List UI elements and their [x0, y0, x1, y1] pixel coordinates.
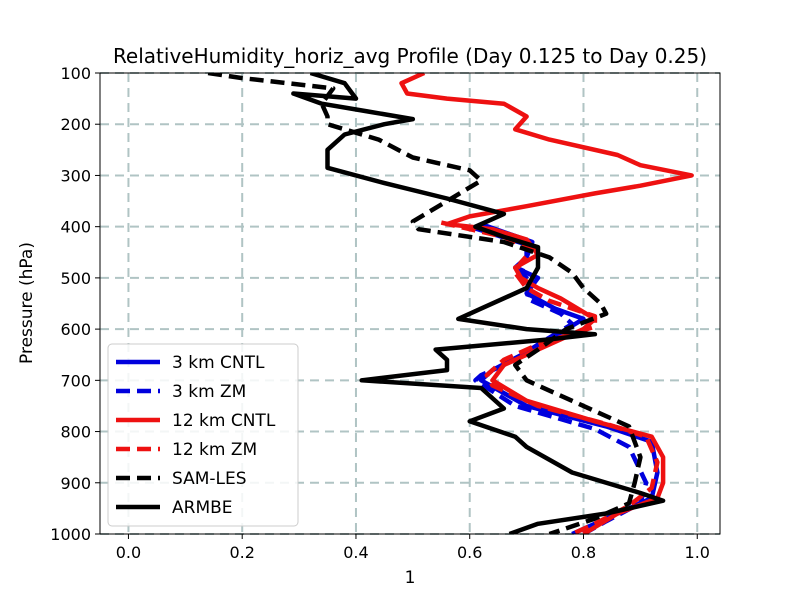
x-tick-label: 0.6	[457, 543, 482, 562]
y-tick-label: 500	[60, 269, 91, 288]
x-axis-label: 1	[405, 568, 416, 588]
y-tick-label: 1000	[50, 525, 91, 544]
series-line-5	[291, 73, 666, 534]
chart-title: RelativeHumidity_horiz_avg Profile (Day …	[113, 44, 707, 68]
y-tick-label: 600	[60, 320, 91, 339]
x-tick-label: 0.0	[116, 543, 141, 562]
y-tick-label: 300	[60, 166, 91, 185]
legend-box	[107, 343, 299, 527]
series-line-3	[440, 220, 660, 534]
legend-label: 3 km ZM	[172, 382, 246, 402]
legend-label: ARMBE	[172, 498, 233, 518]
y-tick-label: 800	[60, 423, 91, 442]
legend-label: 12 km ZM	[172, 440, 257, 460]
y-tick-label: 100	[60, 64, 91, 83]
y-tick-label: 900	[60, 474, 91, 493]
x-tick-label: 0.8	[571, 543, 596, 562]
x-tick-label: 1.0	[685, 543, 710, 562]
x-tick-label: 0.4	[343, 543, 368, 562]
y-tick-label: 200	[60, 115, 91, 134]
series-line-4	[207, 73, 643, 534]
legend-label: 3 km CNTL	[172, 353, 265, 373]
plot-frame	[99, 72, 721, 535]
y-tick-label: 700	[60, 371, 91, 390]
y-tick-label: 400	[60, 218, 91, 237]
y-axis-label: Pressure (hPa)	[17, 242, 37, 364]
legend-label: 12 km CNTL	[172, 411, 276, 431]
legend-label: SAM-LES	[172, 469, 247, 489]
x-tick-label: 0.2	[229, 543, 254, 562]
legend: 3 km CNTL 3 km ZM 12 km CNTL 12 km ZM SAM-LE…	[107, 343, 299, 527]
series-lines	[207, 73, 694, 534]
axis-ticks: 0.0 0.2 0.4 0.6 0.8 1.0 100 200 300 400 500 600 700 8…	[50, 64, 710, 562]
